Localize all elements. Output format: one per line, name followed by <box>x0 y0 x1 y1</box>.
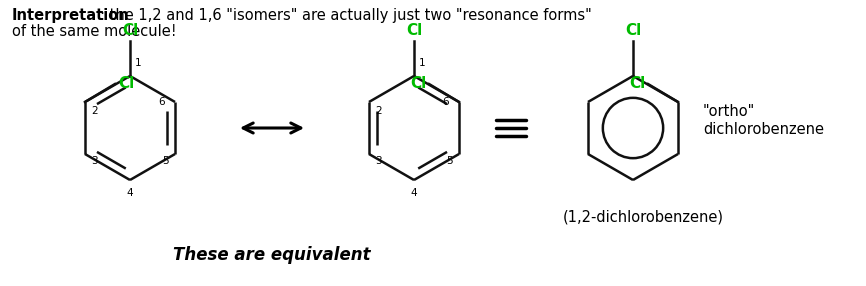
Text: Cl: Cl <box>629 76 645 92</box>
Text: 1: 1 <box>135 58 142 68</box>
Text: 4: 4 <box>126 188 133 198</box>
Text: Interpretation: Interpretation <box>12 8 130 23</box>
Text: 5: 5 <box>163 156 169 166</box>
Text: 4: 4 <box>410 188 417 198</box>
Text: These are equivalent: These are equivalent <box>173 246 371 264</box>
Text: 5: 5 <box>446 156 453 166</box>
Text: Cl: Cl <box>410 76 426 92</box>
Text: Cl: Cl <box>625 23 641 38</box>
Text: 3: 3 <box>375 156 382 166</box>
Text: dichlorobenzene: dichlorobenzene <box>703 122 824 138</box>
Text: (1,2-dichlorobenzene): (1,2-dichlorobenzene) <box>563 210 723 225</box>
Text: 1: 1 <box>419 58 425 68</box>
Text: 2: 2 <box>375 106 382 116</box>
Text: of the same molecule!: of the same molecule! <box>12 24 177 39</box>
Text: : the 1,2 and 1,6 "isomers" are actually just two "resonance forms": : the 1,2 and 1,6 "isomers" are actually… <box>100 8 591 23</box>
Text: Cl: Cl <box>118 76 134 92</box>
Text: 3: 3 <box>91 156 98 166</box>
Text: Cl: Cl <box>406 23 422 38</box>
Text: 6: 6 <box>443 97 449 107</box>
Text: 2: 2 <box>91 106 98 116</box>
Text: 6: 6 <box>158 97 165 107</box>
Text: Cl: Cl <box>122 23 138 38</box>
Text: "ortho": "ortho" <box>703 104 755 120</box>
